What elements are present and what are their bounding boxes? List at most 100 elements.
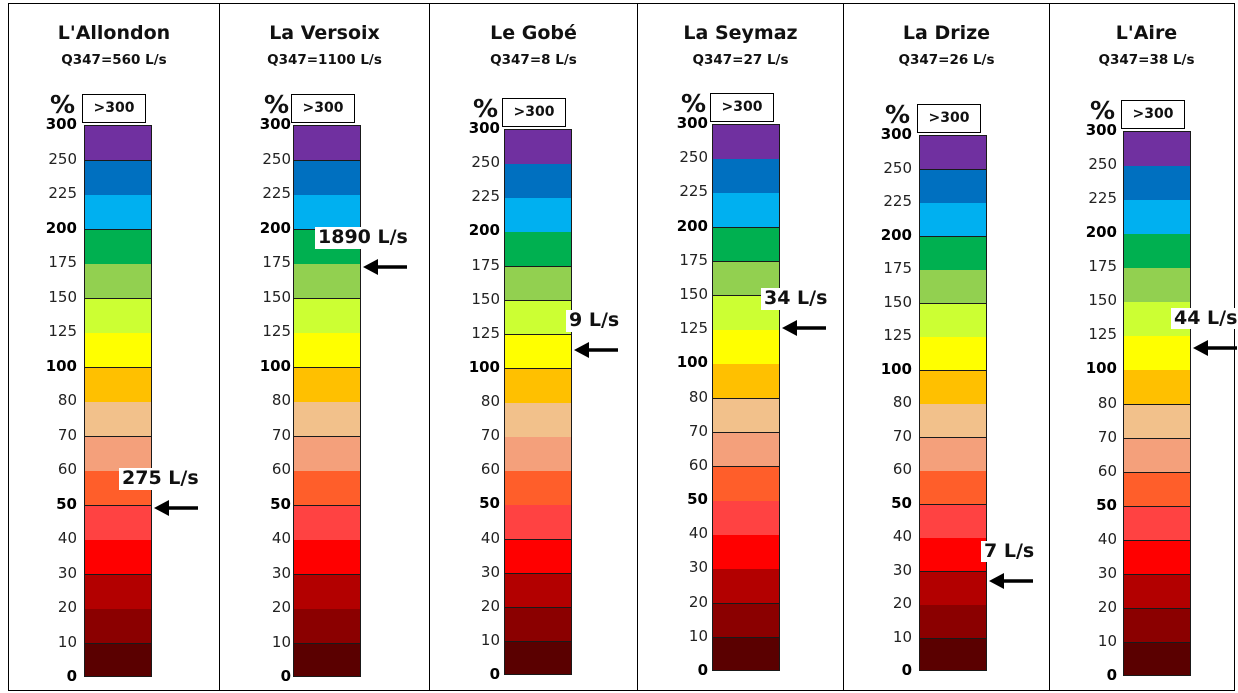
scale-tick-label: 10 [271, 632, 291, 651]
scale-tick-label: 125 [679, 319, 708, 338]
scale-tick-label: 175 [679, 250, 708, 269]
q347-value: Q347=560 L/s [61, 52, 167, 68]
scale-tick-label: 250 [679, 148, 708, 167]
scale-tick-label: 250 [262, 149, 291, 168]
scale-tick-label: 250 [1088, 155, 1117, 174]
scale-tick-label: 70 [57, 425, 77, 444]
scale-band [712, 500, 780, 535]
scale-band [504, 606, 572, 642]
scale-band [504, 197, 572, 232]
scale-band [1123, 267, 1191, 302]
flow-value-label: 275 L/s [119, 467, 202, 490]
scale-tick-label: 100 [45, 356, 77, 375]
scale-band [293, 332, 361, 367]
scale-band [293, 401, 361, 436]
scale-tick-label: 100 [1085, 359, 1117, 378]
scale-tick-label: 100 [259, 356, 291, 375]
scale-tick-label: 30 [57, 563, 77, 582]
scale-band [1123, 471, 1191, 507]
scale-band [504, 640, 572, 675]
scale-band [1123, 199, 1191, 234]
river-panel: La Versoix Q347=1100 L/s% >300 0 10 20 30 40 50 6… [219, 4, 429, 690]
scale-tick-label: 150 [48, 287, 77, 306]
scale-tick-label: 200 [468, 221, 500, 240]
scale-band [84, 228, 152, 264]
percent-unit-label: % [681, 89, 707, 118]
scale-tick-label: 20 [688, 592, 708, 611]
flow-value-label: 1890 L/s [315, 226, 411, 249]
scale-band [919, 470, 987, 504]
scale-band [84, 263, 152, 298]
scale-tick-label: 225 [262, 184, 291, 202]
scale-tick-label: 300 [880, 125, 912, 143]
scale-band [504, 333, 572, 369]
scale-band [504, 470, 572, 505]
scale-band [293, 125, 361, 160]
scale-band [84, 504, 152, 540]
scale-tick-label: 50 [1096, 495, 1117, 514]
river-name: L'Allondon [57, 22, 171, 44]
scale-band [1123, 539, 1191, 575]
scale-band [1123, 505, 1191, 541]
scale-tick-label: 200 [45, 218, 77, 237]
scale-band [504, 265, 572, 301]
scale-tick-label: 20 [271, 598, 291, 616]
river-name: La Seymaz [683, 22, 798, 44]
scale-band [1123, 573, 1191, 609]
scale-band [712, 465, 780, 501]
scale-band [84, 366, 152, 402]
flow-value-label: 34 L/s [761, 287, 831, 310]
scale-tick-label: 100 [880, 359, 912, 378]
scale-band [504, 163, 572, 198]
scale-tick-label: 200 [1085, 223, 1117, 242]
scale-tick-label: 175 [48, 253, 77, 271]
scale-tick-label: 30 [480, 562, 500, 581]
flow-value-label: 7 L/s [981, 540, 1038, 563]
scale-band [504, 538, 572, 574]
flow-arrow-icon [782, 319, 826, 336]
scale-tick-label: 70 [688, 421, 708, 440]
scale-tick-label: 60 [1097, 461, 1117, 480]
scale-tick-label: 30 [892, 560, 912, 579]
q347-value: Q347=8 L/s [490, 52, 577, 68]
scale-tick-label: 100 [468, 357, 500, 376]
scale-tick-label: 0 [901, 661, 912, 679]
scale-tick-label: 250 [471, 153, 500, 172]
scale-tick-label: 50 [56, 494, 77, 513]
river-panel: L'Allondon Q347=560 L/s% >300 0 10 20 30 40 50 60… [9, 4, 219, 690]
scale-tick-label: 175 [262, 253, 291, 271]
river-name: Le Gobé [490, 22, 577, 44]
scale-tick-label: 225 [471, 187, 500, 206]
scale-band [504, 436, 572, 471]
scale-tick-label: 125 [48, 322, 77, 340]
scale-band [712, 602, 780, 638]
scale-tick-label: 300 [676, 114, 708, 132]
scale-tick-label: 20 [480, 596, 500, 615]
scale-band [1123, 165, 1191, 200]
river-panel: La Seymaz Q347=27 L/s% >300 0 10 20 30 40 50 60 70… [637, 4, 843, 690]
q347-value: Q347=27 L/s [692, 52, 789, 68]
scale-tick-label: 70 [271, 425, 291, 444]
scale-tick-label: 225 [1088, 189, 1117, 208]
river-name: L'Aire [1115, 22, 1178, 44]
scale-band [919, 168, 987, 203]
scale-tick-label: 200 [676, 216, 708, 235]
scale-tick-label: 225 [883, 192, 912, 210]
scale-band [712, 192, 780, 228]
scale-band [504, 367, 572, 403]
scale-band [919, 369, 987, 404]
scale-band [919, 269, 987, 303]
overflow-label: >300 [710, 93, 774, 122]
scale-band [84, 573, 152, 609]
scale-band [504, 231, 572, 266]
scale-band [1123, 403, 1191, 439]
scale-tick-label: 20 [892, 594, 912, 612]
scale-band [504, 299, 572, 335]
scale-band [712, 158, 780, 193]
scale-tick-label: 125 [883, 326, 912, 344]
scale-band [293, 573, 361, 609]
scale-tick-label: 125 [1088, 325, 1117, 344]
scale-tick-label: 40 [480, 528, 500, 547]
scale-tick-label: 40 [1097, 529, 1117, 548]
scale-band [712, 329, 780, 364]
